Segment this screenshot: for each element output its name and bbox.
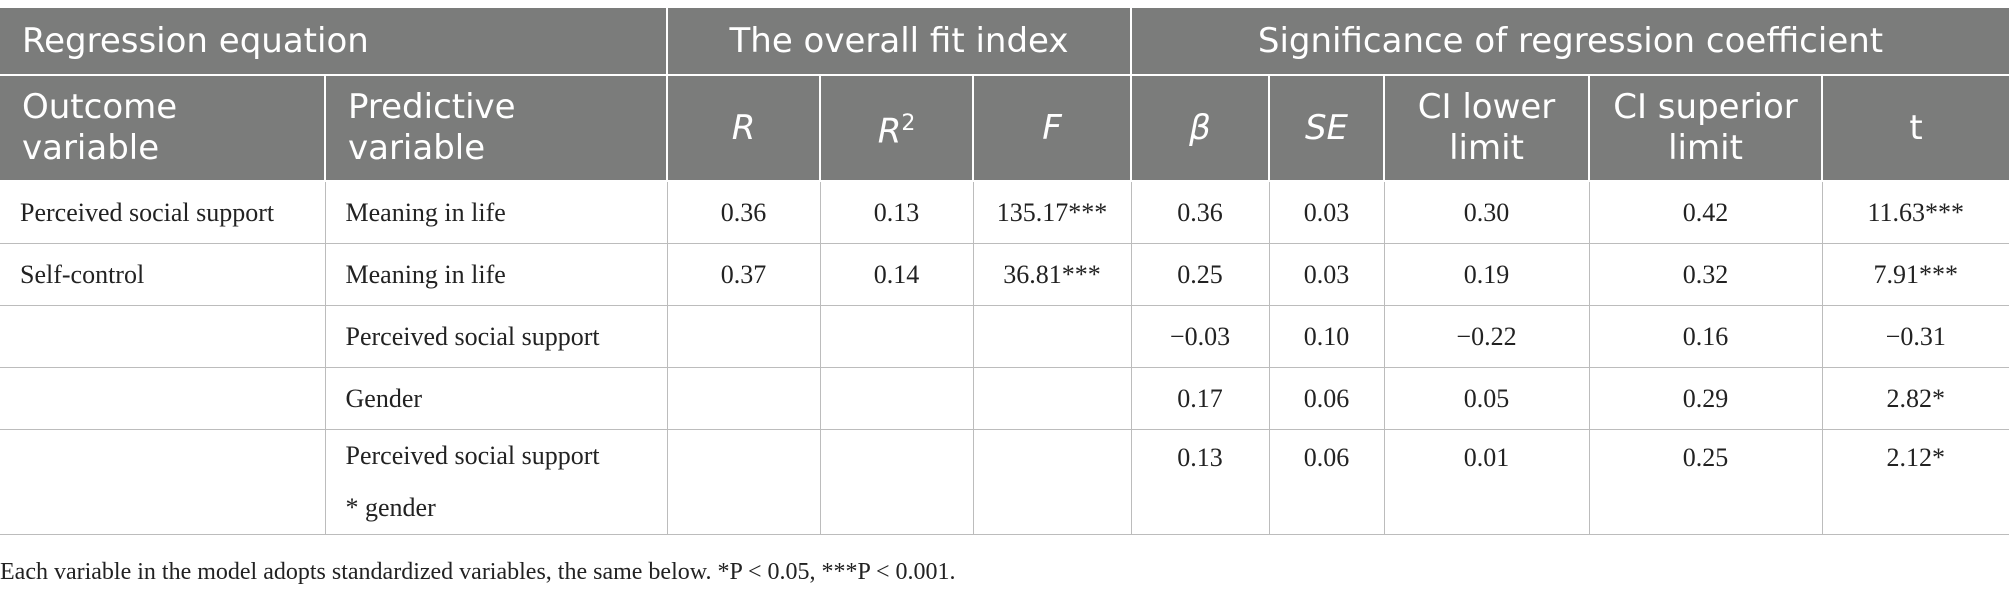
header-ci-superior: CI superior limit xyxy=(1589,75,1824,182)
cell-ci-lower: −0.22 xyxy=(1384,305,1590,368)
cell-beta: 0.25 xyxy=(1131,243,1270,306)
cell-f xyxy=(973,305,1132,368)
header-f: F xyxy=(973,75,1133,182)
cell-ci-upper: 0.42 xyxy=(1589,181,1823,244)
header-ci-lower: CI lower limit xyxy=(1384,75,1591,182)
cell-outcome: Self-control xyxy=(0,243,326,306)
cell-ci-lower: 0.05 xyxy=(1384,367,1590,430)
cell-se: 0.03 xyxy=(1269,243,1385,306)
table-row: Gender 0.17 0.06 0.05 0.29 2.82* xyxy=(0,367,2009,430)
header-se: SE xyxy=(1269,75,1386,182)
header-r-squared-sup: 2 xyxy=(901,111,916,137)
header-row-groups: Regression equation The overall fit inde… xyxy=(0,8,2009,76)
header-r-squared-base: R xyxy=(877,111,902,152)
cell-predictor: Gender xyxy=(325,367,668,430)
cell-r xyxy=(667,429,821,535)
table-row: Perceived social support −0.03 0.10 −0.2… xyxy=(0,305,2009,368)
cell-predictor: Meaning in life xyxy=(325,181,668,244)
cell-r: 0.36 xyxy=(667,181,821,244)
cell-beta: −0.03 xyxy=(1131,305,1270,368)
header-outcome-variable: Outcome variable xyxy=(0,75,326,182)
cell-se: 0.06 xyxy=(1269,429,1385,535)
cell-se: 0.10 xyxy=(1269,305,1385,368)
cell-t: −0.31 xyxy=(1822,305,2009,368)
cell-predictor-line1: Perceived social support xyxy=(345,441,600,470)
header-r-squared: R2 xyxy=(820,75,975,182)
cell-ci-lower: 0.19 xyxy=(1384,243,1590,306)
cell-predictor: Perceived social support xyxy=(325,305,668,368)
cell-beta: 0.36 xyxy=(1131,181,1270,244)
cell-r-squared xyxy=(820,305,974,368)
cell-ci-upper: 0.25 xyxy=(1589,429,1823,535)
cell-t: 11.63*** xyxy=(1822,181,2009,244)
cell-se: 0.06 xyxy=(1269,367,1385,430)
header-significance: Significance of regression coefficient xyxy=(1131,8,2009,76)
cell-f xyxy=(973,429,1132,535)
header-r: R xyxy=(667,75,822,182)
cell-ci-lower: 0.01 xyxy=(1384,429,1590,535)
cell-r xyxy=(667,367,821,430)
cell-outcome xyxy=(0,367,326,430)
table-row: Perceived social support * gender 0.13 0.… xyxy=(0,429,2009,535)
cell-f: 135.17*** xyxy=(973,181,1132,244)
header-beta: β xyxy=(1131,75,1271,182)
header-row-columns: Outcome variable Predictive variable R R… xyxy=(0,75,2009,182)
cell-predictor: Meaning in life xyxy=(325,243,668,306)
cell-r-squared: 0.13 xyxy=(820,181,974,244)
cell-outcome xyxy=(0,305,326,368)
cell-r-squared xyxy=(820,429,974,535)
regression-table: Regression equation The overall fit inde… xyxy=(0,8,2009,535)
cell-ci-upper: 0.32 xyxy=(1589,243,1823,306)
cell-se: 0.03 xyxy=(1269,181,1385,244)
table-footnote: Each variable in the model adopts standa… xyxy=(0,559,956,585)
cell-predictor-line2: * gender xyxy=(345,493,436,522)
cell-r-squared xyxy=(820,367,974,430)
cell-t: 7.91*** xyxy=(1822,243,2009,306)
cell-ci-lower: 0.30 xyxy=(1384,181,1590,244)
cell-r: 0.37 xyxy=(667,243,821,306)
cell-beta: 0.13 xyxy=(1131,429,1270,535)
cell-ci-upper: 0.29 xyxy=(1589,367,1823,430)
cell-r-squared: 0.14 xyxy=(820,243,974,306)
cell-outcome xyxy=(0,429,326,535)
cell-r xyxy=(667,305,821,368)
cell-beta: 0.17 xyxy=(1131,367,1270,430)
table-row: Perceived social support Meaning in life… xyxy=(0,181,2009,244)
cell-ci-upper: 0.16 xyxy=(1589,305,1823,368)
header-overall-fit-index: The overall fit index xyxy=(667,8,1133,76)
header-predictive-variable: Predictive variable xyxy=(325,75,669,182)
cell-predictor: Perceived social support * gender xyxy=(325,429,668,535)
cell-t: 2.82* xyxy=(1822,367,2009,430)
cell-outcome: Perceived social support xyxy=(0,181,326,244)
cell-t: 2.12* xyxy=(1822,429,2009,535)
table-row: Self-control Meaning in life 0.37 0.14 3… xyxy=(0,243,2009,306)
header-t: t xyxy=(1822,75,2009,182)
header-regression-equation: Regression equation xyxy=(0,8,669,76)
cell-f xyxy=(973,367,1132,430)
cell-f: 36.81*** xyxy=(973,243,1132,306)
